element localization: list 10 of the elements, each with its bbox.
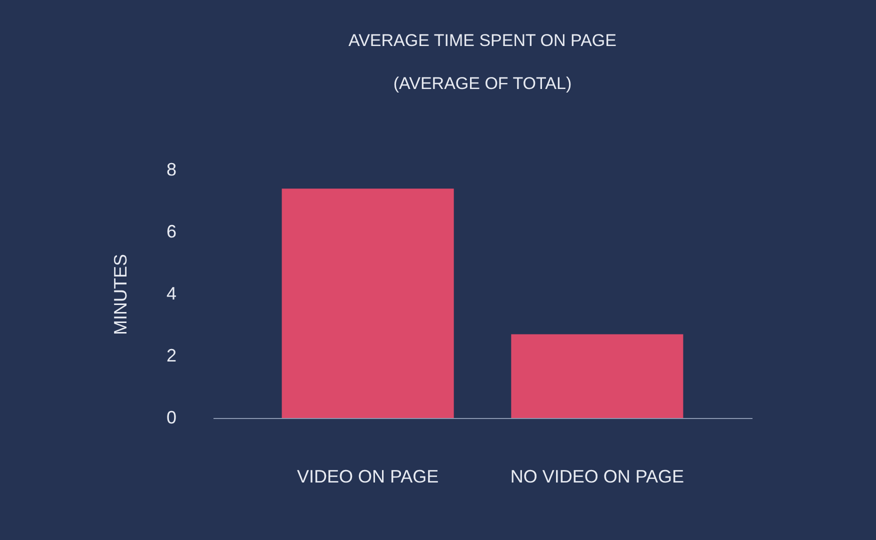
x-tick-label: NO VIDEO ON PAGE [510,466,684,486]
chart-title: AVERAGE TIME SPENT ON PAGE [348,31,616,50]
x-tick-label: VIDEO ON PAGE [296,466,439,486]
chart-subtitle: (AVERAGE OF TOTAL) [393,74,572,93]
y-tick-label: 8 [166,160,176,180]
y-tick-label: 2 [166,346,176,366]
y-axis-title: MINUTES [110,254,130,335]
y-tick-label: 4 [166,284,176,304]
y-tick-label: 6 [166,222,176,242]
y-tick-label: 0 [166,408,176,428]
